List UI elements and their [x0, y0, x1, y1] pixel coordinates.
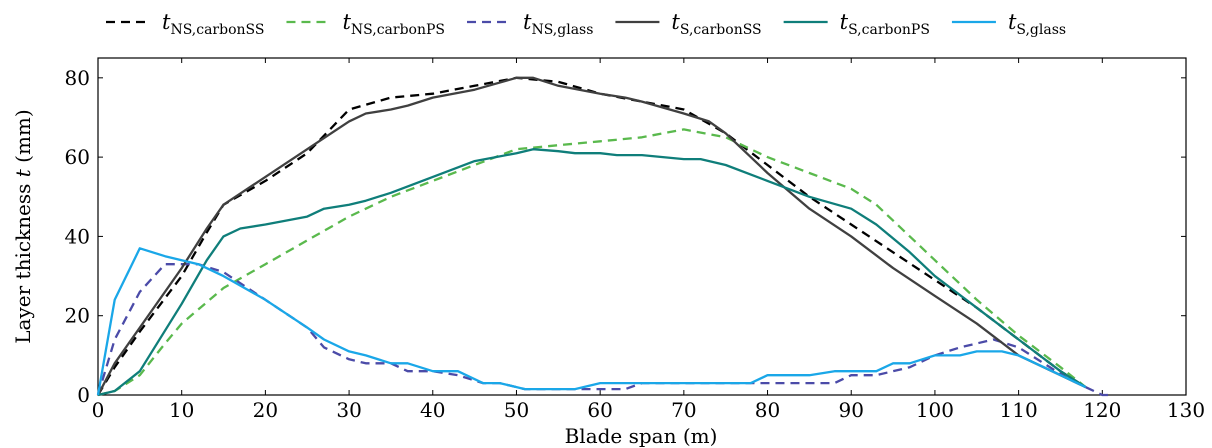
y-tick-label: 60 [65, 145, 90, 169]
x-tick-label: 10 [169, 398, 194, 422]
y-tick-label: 80 [65, 66, 90, 90]
legend: tNS,carbonSS tNS,carbonPS tNS,glass tS,carb… [106, 10, 1066, 38]
y-axis-title-suffix: (mm) [11, 109, 35, 169]
legend-label-sub: S,carbonPS [848, 22, 930, 38]
x-tick-label: 20 [253, 398, 278, 422]
x-tick-label: 120 [1083, 398, 1121, 422]
legend-label-sub: S,carbonSS [680, 22, 762, 38]
x-tick-label: 0 [92, 398, 105, 422]
legend-entry: tS,carbonPS [783, 10, 930, 38]
y-axis-title: Layer thickness t (mm) [11, 109, 35, 343]
series-line-s-carbonps [97, 148, 1087, 397]
legend-label: tS,glass [1008, 10, 1066, 38]
x-tick-label: 100 [916, 398, 954, 422]
plot-area: 0 10 20 30 40 50 60 70 80 90 100 110 120 130 0 20 40 60 80 [65, 57, 1205, 422]
y-tick-label: 0 [77, 383, 90, 407]
series-line-ns-carbonss [97, 76, 1087, 396]
x-tick-label: 50 [504, 398, 529, 422]
x-tick-label: 110 [1000, 398, 1038, 422]
legend-label: tS,carbonSS [671, 10, 761, 38]
legend-label-sub: NS,carbonSS [170, 22, 264, 38]
legend-label-sub: S,glass [1016, 22, 1066, 38]
x-tick-label: 40 [420, 398, 445, 422]
x-tick-label: 70 [671, 398, 696, 422]
legend-entry: tNS,carbonPS [286, 10, 445, 38]
x-tick-label: 90 [839, 398, 864, 422]
legend-entry: tNS,glass [467, 10, 593, 38]
legend-label: tNS,carbonPS [342, 10, 445, 38]
x-axis-title: Blade span (m) [565, 424, 718, 448]
x-tick-label: 130 [1167, 398, 1205, 422]
plot-frame [97, 57, 1187, 396]
legend-label-sub: NS,carbonPS [351, 22, 445, 38]
x-tick-label: 30 [336, 398, 361, 422]
legend-label: tNS,carbonSS [162, 10, 264, 38]
legend-label: tS,carbonPS [840, 10, 930, 38]
legend-entry: tNS,carbonSS [106, 10, 264, 38]
axis-ticks: 0 10 20 30 40 50 60 70 80 90 100 110 120 130 0 20 40 60 80 [65, 58, 1205, 422]
y-axis-title-prefix: Layer thickness [11, 177, 35, 344]
series-line-s-glass [96, 247, 1087, 396]
x-tick-label: 60 [587, 398, 612, 422]
legend-label: tNS,glass [523, 10, 593, 38]
legend-label-var: t [162, 10, 171, 34]
legend-label-var: t [671, 10, 680, 34]
y-axis-title-var: t [11, 168, 35, 177]
legend-entry: tS,glass [951, 10, 1066, 38]
y-tick-label: 20 [65, 304, 90, 328]
legend-label-var: t [840, 10, 849, 34]
series-line-ns-carbonps [97, 128, 1087, 397]
series-lines [96, 76, 1111, 397]
y-tick-label: 40 [65, 224, 90, 248]
series-line-ns-glass [96, 263, 1111, 397]
x-tick-label: 80 [755, 398, 780, 422]
legend-label-var: t [1008, 10, 1017, 34]
legend-label-var: t [523, 10, 532, 34]
legend-entry: tS,carbonSS [615, 10, 762, 38]
series-line-s-carbonss [96, 76, 1087, 396]
legend-label-sub: NS,glass [531, 22, 593, 38]
legend-label-var: t [342, 10, 351, 34]
